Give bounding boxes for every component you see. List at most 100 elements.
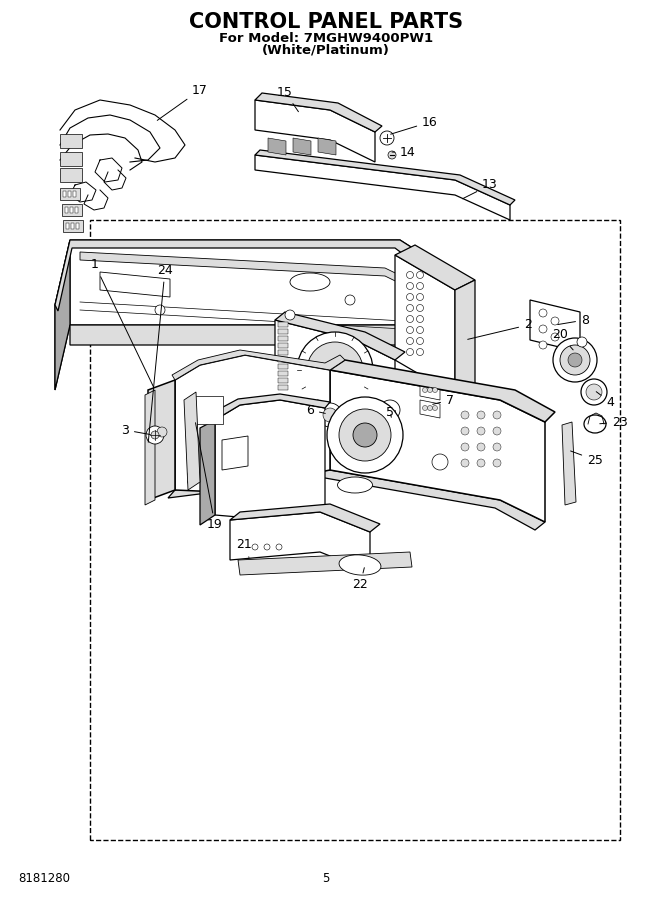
Bar [60,168,82,182]
Text: 3: 3 [121,424,150,436]
Bar [71,223,74,229]
Polygon shape [255,150,515,205]
Circle shape [188,480,192,484]
Text: (White/Platinum): (White/Platinum) [262,43,390,57]
Circle shape [188,408,192,412]
Bar [75,207,78,213]
Circle shape [432,454,448,470]
Polygon shape [55,240,70,390]
Polygon shape [222,436,248,470]
Text: 22: 22 [352,568,368,591]
Text: 17: 17 [157,84,208,121]
Circle shape [345,295,355,305]
Circle shape [461,411,469,419]
Polygon shape [172,350,345,380]
Circle shape [188,439,192,445]
Polygon shape [210,394,330,420]
Circle shape [318,403,342,427]
Circle shape [493,427,501,435]
Circle shape [493,459,501,467]
Ellipse shape [338,477,372,493]
Text: 2: 2 [467,319,532,339]
Bar [278,329,288,334]
Bar [66,223,69,229]
Circle shape [406,338,413,345]
Circle shape [380,420,400,440]
Circle shape [417,283,424,290]
Text: 15: 15 [277,86,299,112]
Circle shape [188,424,192,428]
Circle shape [406,304,413,311]
Circle shape [417,304,424,311]
Polygon shape [100,272,170,297]
Bar [278,385,288,390]
Text: 8181280: 8181280 [18,871,70,885]
Circle shape [539,325,547,333]
Bar [278,322,288,327]
Circle shape [461,443,469,451]
Bar [65,207,68,213]
Circle shape [297,332,373,408]
Text: 23: 23 [600,416,628,428]
Circle shape [406,348,413,356]
Text: 19: 19 [196,423,223,532]
Bar [278,357,288,362]
Text: 5: 5 [322,871,330,885]
Text: 8: 8 [557,313,589,327]
Circle shape [406,327,413,334]
Circle shape [417,293,424,301]
Bar [76,223,79,229]
Circle shape [188,416,192,420]
Circle shape [417,272,424,278]
Circle shape [327,397,403,473]
Circle shape [406,272,413,278]
Circle shape [568,353,582,367]
Polygon shape [63,220,83,232]
Circle shape [188,455,192,461]
Circle shape [581,379,607,405]
Circle shape [339,409,391,461]
Circle shape [461,459,469,467]
Circle shape [146,426,164,444]
Circle shape [493,411,501,419]
Polygon shape [293,138,311,155]
Polygon shape [168,470,545,530]
Circle shape [406,293,413,301]
Circle shape [551,333,559,341]
Polygon shape [184,392,200,490]
Polygon shape [420,382,440,400]
Circle shape [461,427,469,435]
Circle shape [188,472,192,476]
Ellipse shape [339,555,381,575]
Bar [278,371,288,376]
Polygon shape [60,188,80,200]
Circle shape [428,406,432,410]
Circle shape [417,316,424,322]
Text: 5: 5 [386,406,394,419]
Bar [278,364,288,369]
Circle shape [417,338,424,345]
Polygon shape [55,240,70,390]
Circle shape [493,443,501,451]
Text: 6: 6 [306,403,325,417]
Text: 21: 21 [236,538,252,557]
Polygon shape [200,420,215,525]
Bar [70,207,73,213]
Polygon shape [530,300,580,352]
Circle shape [388,151,396,159]
Circle shape [151,431,159,439]
Polygon shape [255,155,510,220]
Polygon shape [562,422,576,505]
Polygon shape [455,280,475,395]
Circle shape [477,443,485,451]
Bar [63,191,66,197]
Polygon shape [268,138,286,155]
Circle shape [380,400,400,420]
Circle shape [307,342,363,398]
Circle shape [155,305,165,315]
Bar [73,191,76,197]
Polygon shape [255,100,375,162]
Polygon shape [70,240,455,360]
Polygon shape [330,360,555,422]
Text: 1: 1 [91,258,154,388]
